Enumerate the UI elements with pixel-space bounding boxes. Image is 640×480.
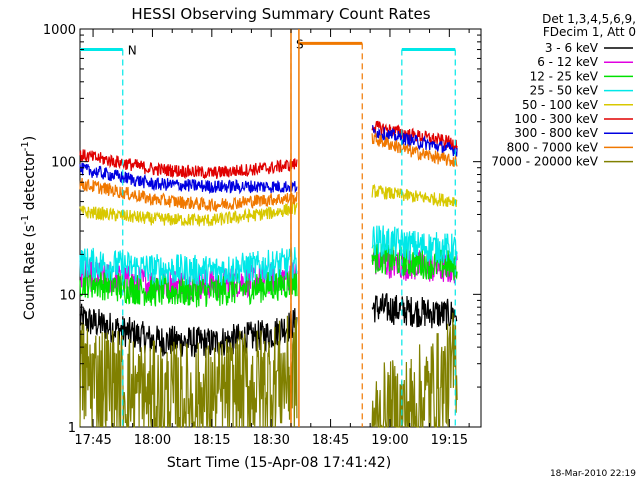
chart-title: HESSI Observing Summary Count Rates xyxy=(131,5,430,23)
series-line-5 xyxy=(79,201,298,227)
series-line-1 xyxy=(79,303,298,358)
y-tick-label: 100 xyxy=(51,156,76,171)
series-line-6 xyxy=(79,149,298,180)
series-line-4 xyxy=(79,247,298,287)
y-tick-label: 10 xyxy=(59,288,76,303)
legend-label: 50 - 100 keV xyxy=(522,98,599,112)
series-line-9 xyxy=(371,312,458,428)
flag-label: S xyxy=(296,37,304,51)
series-line-8 xyxy=(371,132,458,168)
series-line-5 xyxy=(371,183,458,208)
legend-header-2: FDecim 1, Att 0 xyxy=(543,25,636,39)
y-axis: 1 10 100 1000 xyxy=(43,23,481,436)
y-label-part2: detector xyxy=(22,151,38,215)
legend-label: 100 - 300 keV xyxy=(514,112,598,126)
x-tick-label: 19:00 xyxy=(371,433,408,448)
legend-header-1: Det 1,3,4,5,6,9, xyxy=(542,12,636,26)
series-line-3 xyxy=(79,268,298,308)
y-label-part1: Count Rate (s xyxy=(22,225,38,320)
legend-label: 6 - 12 keV xyxy=(537,55,599,69)
flag-label: N xyxy=(128,44,137,58)
x-axis: 17:45 18:00 18:15 18:30 18:45 19:00 19:15 xyxy=(74,29,470,448)
series-line-7 xyxy=(79,162,298,195)
y-tick-label: 1000 xyxy=(43,23,76,38)
legend: Det 1,3,4,5,6,9, FDecim 1, Att 0 3 - 6 k… xyxy=(491,12,636,169)
series-layer xyxy=(79,120,458,428)
y-axis-label: Count Rate (s-1 detector-1) xyxy=(20,136,38,320)
x-axis-label: Start Time (15-Apr-08 17:41:42) xyxy=(167,455,391,471)
legend-label: 800 - 7000 keV xyxy=(507,140,599,154)
y-label-sup2: -1 xyxy=(20,141,31,151)
series-line-9 xyxy=(79,315,298,428)
y-label-part3: ) xyxy=(22,136,38,141)
x-tick-label: 17:45 xyxy=(74,433,111,448)
series-line-6 xyxy=(371,120,458,150)
series-line-4 xyxy=(371,225,458,265)
y-tick-label: 1 xyxy=(68,421,76,436)
plot-area xyxy=(79,28,482,428)
x-tick-label: 18:15 xyxy=(193,433,230,448)
series-line-8 xyxy=(79,177,298,213)
x-tick-label: 18:45 xyxy=(312,433,349,448)
legend-label: 25 - 50 keV xyxy=(530,84,599,98)
x-tick-label: 18:00 xyxy=(134,433,171,448)
x-tick-label: 19:15 xyxy=(431,433,468,448)
x-tick-label: 18:30 xyxy=(252,433,289,448)
legend-label: 300 - 800 keV xyxy=(514,126,598,140)
legend-label: 3 - 6 keV xyxy=(545,41,599,55)
series-line-1 xyxy=(371,293,458,330)
legend-label: 7000 - 20000 keV xyxy=(491,155,598,169)
legend-label: 12 - 25 keV xyxy=(530,69,599,83)
y-label-sup1: -1 xyxy=(20,215,31,225)
footer-timestamp: 18-Mar-2010 22:19 xyxy=(550,469,636,479)
plot-frame xyxy=(79,28,482,428)
